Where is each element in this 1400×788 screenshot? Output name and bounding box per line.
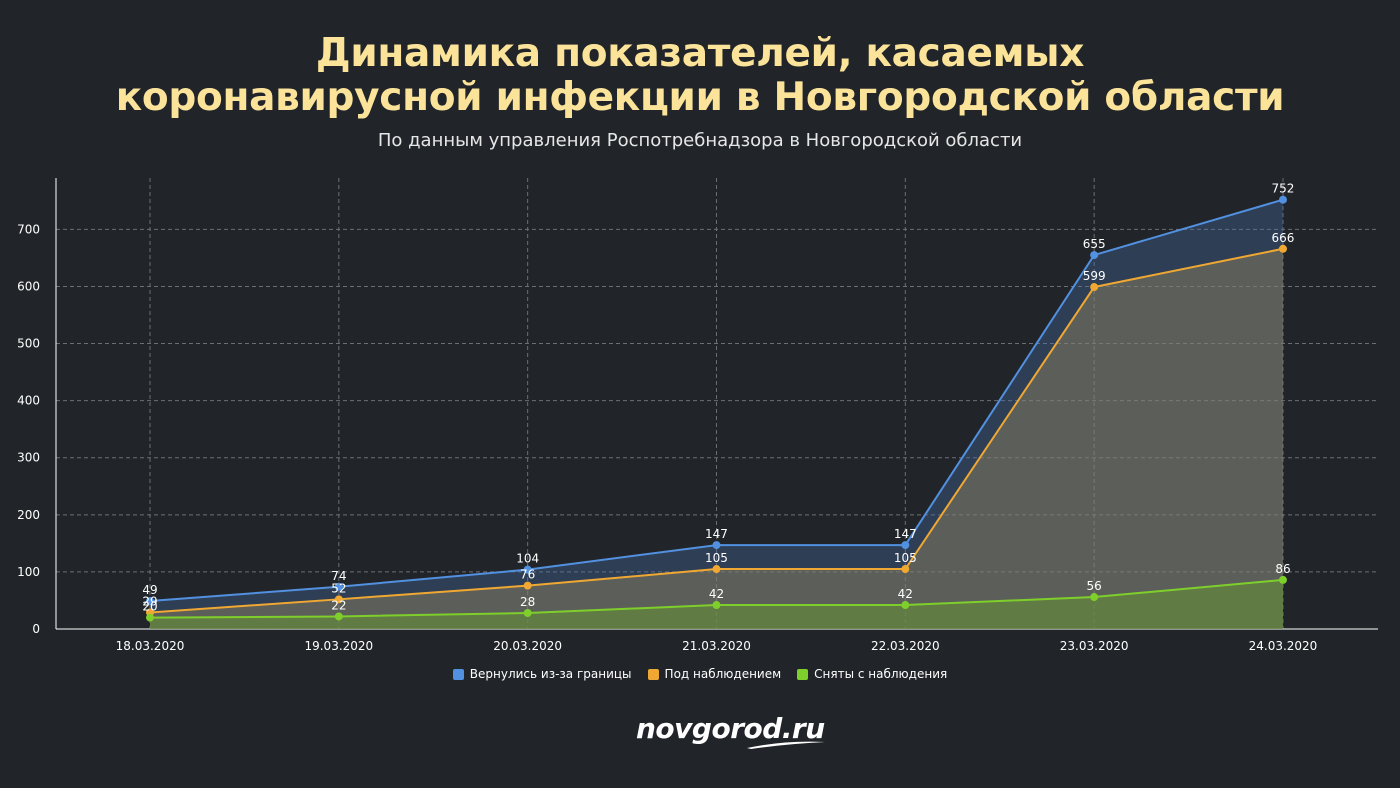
title-line-2: коронавирусной инфекции в Новгородской о… [115, 75, 1285, 120]
legend-item[interactable]: Под наблюдением [647, 667, 782, 681]
data-label: 22 [331, 598, 346, 612]
chart-subtitle: По данным управления Роспотребнадзора в … [377, 130, 1023, 151]
legend-label: Сняты с наблюдения [814, 667, 948, 681]
data-point [334, 595, 343, 604]
chart-title: Динамика показателей, касаемых коронавир… [0, 32, 1400, 120]
data-point [334, 612, 343, 621]
data-point [146, 613, 154, 622]
y-tick-label: 500 [17, 337, 40, 351]
data-point [334, 582, 343, 591]
y-tick-label: 0 [32, 622, 40, 636]
data-label: 104 [516, 552, 539, 566]
data-label: 105 [705, 551, 728, 565]
data-point [523, 581, 532, 590]
data-point [1278, 575, 1287, 584]
data-label: 29 [142, 594, 157, 608]
data-point [712, 601, 721, 610]
series-area-1 [150, 199, 1283, 629]
data-label: 52 [331, 581, 346, 595]
data-label: 599 [1083, 269, 1106, 283]
data-label: 76 [520, 568, 535, 582]
data-point [1278, 244, 1287, 253]
data-point [1278, 195, 1287, 204]
area-chart: 0 100 200 300 400 500 600 700 18.03.2020 19.03.20… [17, 178, 1378, 653]
legend-swatch [797, 668, 809, 680]
data-point [712, 541, 721, 550]
y-tick-label: 400 [17, 394, 40, 408]
logo-swoosh-icon [747, 741, 825, 749]
x-tick-label: 22.03.2020 [871, 639, 940, 653]
series-area-2 [150, 248, 1283, 630]
data-label: 86 [1275, 562, 1290, 576]
data-point [1090, 593, 1099, 602]
data-label: 147 [705, 527, 728, 541]
data-point [523, 565, 532, 574]
legend-item[interactable]: Вернулись из-за границы [452, 667, 632, 681]
legend-label: Под наблюдением [664, 667, 782, 681]
data-label: 666 [1272, 231, 1295, 245]
data-label: 42 [898, 587, 913, 601]
data-label: 74 [331, 569, 346, 583]
data-label: 49 [142, 583, 157, 597]
y-tick-label: 700 [17, 222, 40, 236]
data-point [901, 565, 910, 574]
x-tick-label: 19.03.2020 [304, 639, 373, 653]
data-point [523, 609, 532, 618]
y-tick-label: 600 [17, 279, 40, 293]
chart-legend: Вернулись из-за границы Под наблюдением Сн… [0, 667, 1400, 681]
title-line-1: Динамика показателей, касаемых [315, 31, 1085, 76]
data-point [901, 601, 910, 610]
series-area-3 [150, 579, 1283, 629]
data-point [1090, 251, 1099, 260]
data-label: 752 [1272, 182, 1295, 196]
data-point [901, 541, 910, 550]
x-tick-label: 23.03.2020 [1060, 639, 1129, 653]
data-label: 42 [709, 587, 724, 601]
data-label: 655 [1083, 237, 1106, 251]
data-label: 56 [1087, 579, 1102, 593]
x-tick-label: 20.03.2020 [493, 639, 562, 653]
legend-swatch [452, 668, 464, 680]
data-label: 147 [894, 527, 917, 541]
data-label: 28 [520, 595, 535, 609]
y-tick-label: 300 [17, 451, 40, 465]
legend-label: Вернулись из-за границы [469, 667, 632, 681]
data-point [146, 597, 154, 606]
data-label: 20 [142, 600, 157, 614]
x-tick-label: 21.03.2020 [682, 639, 751, 653]
legend-swatch [647, 668, 659, 680]
x-tick-label: 18.03.2020 [116, 639, 185, 653]
y-tick-label: 200 [17, 508, 40, 522]
x-tick-label: 24.03.2020 [1249, 639, 1318, 653]
y-tick-label: 100 [17, 565, 40, 579]
data-label: 105 [894, 551, 917, 565]
data-point [1090, 283, 1099, 292]
novgorod-ru-logo: novgorod.ru [636, 712, 825, 745]
legend-item[interactable]: Сняты с наблюдения [797, 667, 947, 681]
data-point [712, 565, 721, 574]
